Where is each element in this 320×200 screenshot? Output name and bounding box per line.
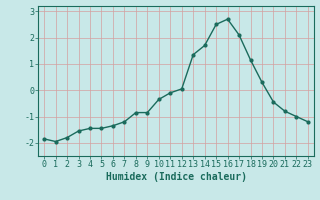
X-axis label: Humidex (Indice chaleur): Humidex (Indice chaleur) xyxy=(106,172,246,182)
